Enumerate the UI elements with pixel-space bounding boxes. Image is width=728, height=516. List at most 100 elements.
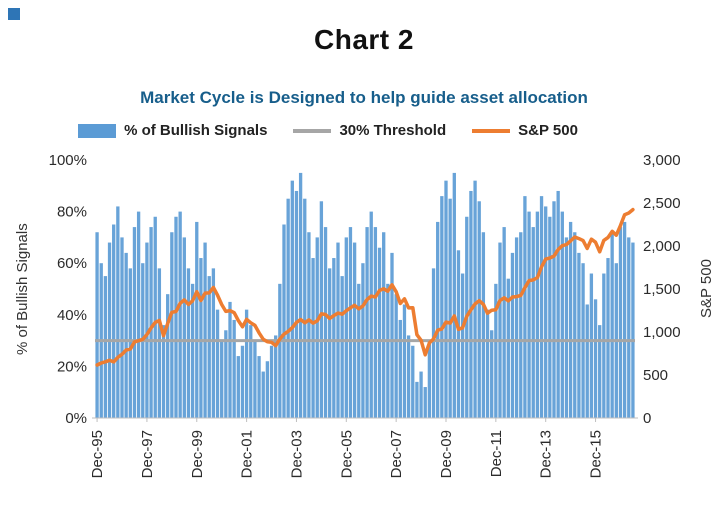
bullish-signal-bar [560,211,564,418]
bullish-signal-bar [232,319,236,418]
bullish-signal-bar [120,237,124,418]
bullish-signal-bar [161,325,166,418]
bullish-signal-bar [502,227,506,418]
chart-legend: % of Bullish Signals 30% Threshold S&P 5… [0,122,656,139]
bullish-signal-bar [452,172,456,418]
bullish-signal-bar [282,224,286,418]
bullish-signal-bar [593,299,598,418]
bullish-signal-bar [228,301,232,418]
bullish-signal-bar [203,242,207,418]
bullish-signal-bar [577,252,581,418]
bullish-signal-bar [220,340,224,418]
bullish-signal-bar [564,237,569,418]
left-axis-tick-label: 60% [57,255,87,272]
bullish-signal-bar [589,273,594,418]
right-axis-tick-label: 3,000 [643,152,681,169]
bullish-signal-bar [307,232,311,418]
bullish-signal-bar [394,294,398,418]
x-axis-tick-label: Dec-13 [538,430,555,478]
bullish-signal-bar [386,283,390,418]
bullish-signal-bar [519,232,523,418]
left-axis-tick-label: 20% [57,358,87,375]
bullish-signal-bar [348,227,353,418]
bullish-signal-bar [124,252,128,418]
bullish-signal-bar [415,381,419,418]
bullish-signal-bar [622,221,627,418]
x-axis-tick-label: Dec-15 [588,430,605,478]
bullish-signal-bar [552,201,556,418]
bullish-signal-bar [315,237,319,418]
bullish-signal-bar [539,196,544,418]
bullish-signal-bar [427,340,432,418]
bullish-signal-bar [145,242,149,418]
x-axis-tick-label: Dec-01 [239,430,256,478]
threshold-swatch [293,128,332,133]
left-axis-tick-label: 0% [65,410,87,427]
page-subtitle: Market Cycle is Designed to help guide a… [140,88,588,107]
x-axis-tick-label: Dec-07 [388,430,405,478]
bullish-signal-bar [556,190,560,418]
bullish-signal-bar [610,232,614,418]
chart-plot: 100% 80% 60% 40% 20% 0% 3,000 2,500 2,000 1,500 1,… [49,152,681,478]
sp500-swatch [472,128,511,133]
bullish-signal-bar [166,294,170,418]
bullish-signal-bar [303,198,307,418]
legend-item-sp500: S&P 500 [472,122,578,139]
bullish-signal-bar [265,361,270,418]
legend-item-threshold: 30% Threshold [293,122,446,139]
bullish-signal-bar [294,190,299,418]
bullish-signal-bar [244,309,249,418]
bullish-signal-bar [182,237,186,418]
bullish-signal-bar [606,258,610,418]
bullish-signal-bar [440,196,444,418]
bullish-signal-bar [132,227,137,418]
bullish-signal-bar [178,211,182,418]
bullish-signal-bar [431,268,436,418]
bullish-signal-bar [215,309,220,418]
bullish-signal-bar [423,387,427,418]
bullish-signal-bar [319,201,324,418]
x-axis-tick-label: Dec-95 [89,430,106,478]
bullish-signal-bar [290,180,294,418]
bullish-signal-bar [631,242,635,418]
bullish-signal-bar [224,330,228,418]
bullish-signal-bar [195,221,199,418]
bullish-signal-bar [249,325,253,418]
bullish-signal-bar [332,258,336,418]
bullish-signal-bar [419,371,423,418]
bullish-signal-bar [436,221,440,418]
left-axis-title: % of Bullish Signals [14,223,31,355]
bullish-signal-bar [190,283,195,418]
sp500-line [95,207,635,367]
bullish-signal-bar [498,242,502,418]
left-axis-tick-label: 80% [57,204,87,221]
bullish-signal-bar [207,276,211,418]
bullish-signal-bar [444,180,448,418]
bullish-signal-bar [411,345,415,418]
right-axis-tick-label: 1,000 [643,324,681,341]
legend-label-sp500: S&P 500 [518,122,578,139]
bullish-signal-bar [174,216,178,418]
bullish-signal-bar [236,356,240,418]
bullish-signal-bar [157,268,162,418]
bullish-signal-bar [323,227,328,418]
bullish-signal-bar [402,304,407,418]
bullish-signal-bar [506,278,510,418]
bullish-signal-bar [116,206,120,418]
bullish-signal-bar [377,247,382,418]
bullish-signal-bar [531,227,535,418]
bullish-signal-bar [274,335,278,418]
bullish-signal-bar [523,196,527,418]
right-axis-tick-label: 500 [643,367,668,384]
bullish-signal-bar [149,227,153,418]
bullish-signal-bar [481,232,486,418]
bullish-signal-bar [170,232,174,418]
bullish-signal-bar [328,268,332,418]
x-axis-tick-label: Dec-97 [139,430,156,478]
bullish-signal-bar [257,356,261,418]
bullish-signal-bar [269,345,274,418]
bullish-signal-bar [460,273,465,418]
bullish-signal-bar [352,242,357,418]
bullish-signal-bar [585,304,589,418]
bullish-signal-bar [456,250,461,418]
